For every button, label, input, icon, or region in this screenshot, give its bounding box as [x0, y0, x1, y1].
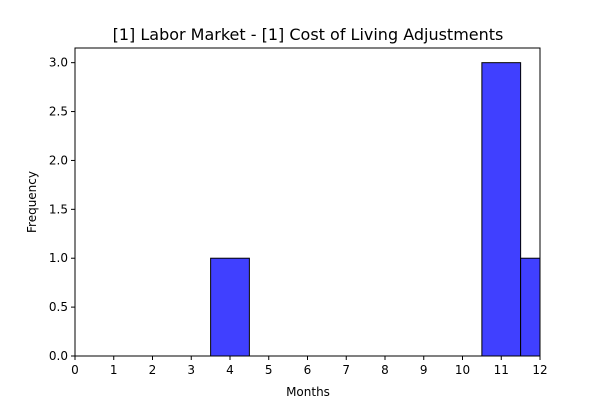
y-tick-label: 1.0	[49, 251, 68, 265]
y-tick-label: 2.0	[49, 153, 68, 167]
x-tick-label: 0	[71, 363, 79, 377]
y-tick-label: 0.0	[49, 349, 68, 363]
chart-title: [1] Labor Market - [1] Cost of Living Ad…	[113, 25, 504, 44]
histogram-bar	[210, 257, 250, 356]
x-tick-label: 3	[187, 363, 195, 377]
x-axis-ticks: 0 1 2 3 4 5 6 7 8 9 10 11 12	[71, 356, 548, 377]
bars-group	[210, 62, 540, 356]
y-axis-label: Frequency	[25, 171, 39, 233]
x-tick-label: 1	[110, 363, 118, 377]
x-tick-label: 4	[226, 363, 234, 377]
x-axis-label: Months	[286, 385, 330, 399]
x-tick-label: 12	[532, 363, 547, 377]
x-tick-label: 11	[494, 363, 509, 377]
x-tick-label: 2	[149, 363, 157, 377]
y-tick-label: 2.5	[49, 105, 68, 119]
y-tick-label: 1.5	[49, 202, 68, 216]
x-tick-label: 7	[342, 363, 350, 377]
histogram-bar	[520, 257, 540, 356]
x-tick-label: 6	[304, 363, 312, 377]
y-tick-label: 3.0	[49, 56, 68, 70]
plot-frame	[74, 47, 541, 357]
y-axis-ticks: 0.0 0.5 1.0 1.5 2.0 2.5 3.0	[49, 56, 75, 363]
y-tick-label: 0.5	[49, 300, 68, 314]
x-tick-label: 8	[381, 363, 389, 377]
histogram-bar	[481, 62, 522, 356]
x-tick-label: 5	[265, 363, 273, 377]
x-tick-label: 9	[420, 363, 428, 377]
x-tick-label: 10	[455, 363, 470, 377]
